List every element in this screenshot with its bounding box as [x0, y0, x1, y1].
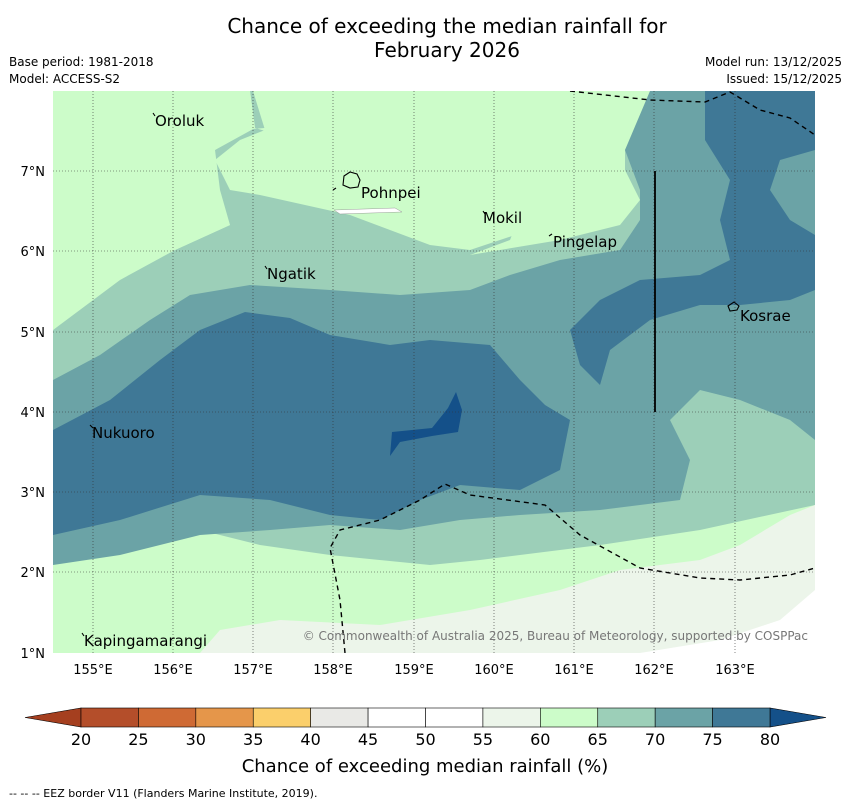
lat-tick-5n: 5°N	[21, 326, 46, 341]
colorbar-segment	[310, 707, 369, 728]
cb-tick-40: 40	[300, 730, 320, 749]
colorbar-segment	[367, 707, 426, 728]
place-ngatik: Ngatik	[267, 265, 316, 283]
lon-tick-159e: 159°E	[394, 663, 434, 678]
colorbar-segment	[540, 707, 599, 728]
colorbar-label: Chance of exceeding median rainfall (%)	[242, 756, 609, 777]
place-oroluk: Oroluk	[155, 112, 204, 130]
cb-tick-25: 25	[128, 730, 148, 749]
lon-tick-160e: 160°E	[474, 663, 514, 678]
latitude-axis: 7°N 6°N 5°N 4°N 3°N 2°N 1°N	[21, 165, 46, 662]
cb-tick-75: 75	[702, 730, 722, 749]
colorbar-segment	[252, 707, 311, 728]
eez-borders	[329, 91, 815, 653]
band-60-65-north	[215, 91, 640, 250]
kosrae-island	[727, 301, 740, 312]
lon-tick-162e: 162°E	[634, 663, 674, 678]
colorbar-low-extension	[24, 707, 82, 728]
model-name: Model: ACCESS-S2	[9, 72, 121, 86]
colorbar-segment	[425, 707, 484, 728]
band-50-55	[640, 590, 815, 653]
band-75-80	[53, 312, 570, 535]
cb-tick-55: 55	[473, 730, 493, 749]
base-period: Base period: 1981-2018	[9, 55, 154, 69]
cb-tick-35: 35	[243, 730, 263, 749]
cb-tick-30: 30	[186, 730, 206, 749]
map-title: Chance of exceeding the median rainfall …	[0, 14, 850, 62]
place-labels: Oroluk Pohnpei Mokil Pingelap Ngatik Kos…	[84, 112, 791, 650]
lon-tick-158e: 158°E	[313, 663, 353, 678]
place-mokil: Mokil	[483, 209, 522, 227]
islet-kapingamarangi	[81, 632, 85, 637]
cb-tick-65: 65	[588, 730, 608, 749]
meta-left: Base period: 1981-2018 Model: ACCESS-S2	[9, 54, 154, 88]
lon-tick-155e: 155°E	[73, 663, 113, 678]
lat-tick-6n: 6°N	[21, 245, 46, 260]
islet-oroluk	[152, 112, 156, 117]
colorbar-high-extension	[769, 707, 827, 728]
islet-ngatik	[264, 265, 268, 270]
colorbar-segment	[712, 707, 771, 728]
lat-tick-4n: 4°N	[21, 406, 46, 421]
colorbar: 20 25 30 35 40 45 50 55 60 65 70 75 80 C…	[24, 707, 827, 777]
cb-tick-45: 45	[358, 730, 378, 749]
pohnpei-island	[342, 171, 361, 189]
islet-pingelap	[548, 233, 553, 237]
band-60-65-west	[53, 91, 255, 330]
place-kapingamarangi: Kapingamarangi	[84, 632, 207, 650]
contour-artifact	[333, 207, 403, 215]
colorbar-ticks: 20 25 30 35 40 45 50 55 60 65 70 75 80	[71, 730, 780, 749]
islands	[81, 112, 740, 637]
lon-tick-157e: 157°E	[233, 663, 273, 678]
cb-tick-60: 60	[530, 730, 550, 749]
gridlines	[53, 91, 815, 653]
probability-contours	[53, 91, 815, 653]
title-line-1: Chance of exceeding the median rainfall …	[227, 14, 667, 38]
band-75-80-east	[570, 91, 815, 385]
islet-nukuoro	[89, 424, 94, 429]
lon-tick-161e: 161°E	[554, 663, 594, 678]
colorbar-segment	[654, 707, 713, 728]
colorbar-segment	[482, 707, 541, 728]
colorbar-segment	[597, 707, 656, 728]
footer-note: -- -- -- EEZ border V11 (Flanders Marine…	[9, 787, 317, 800]
islet-1	[332, 187, 337, 191]
longitude-axis: 155°E 156°E 157°E 158°E 159°E 160°E 161°…	[73, 663, 755, 678]
cb-tick-50: 50	[415, 730, 435, 749]
place-nukuoro: Nukuoro	[92, 424, 155, 442]
cb-tick-70: 70	[645, 730, 665, 749]
model-run: Model run: 13/12/2025	[704, 55, 842, 69]
islet-mokil	[482, 210, 486, 215]
place-pohnpei: Pohnpei	[361, 184, 421, 202]
meta-right: Model run: 13/12/2025 Issued: 15/12/2025	[705, 54, 842, 88]
cb-tick-80: 80	[760, 730, 780, 749]
place-kosrae: Kosrae	[740, 307, 791, 325]
band-55-60	[200, 505, 815, 653]
lat-tick-2n: 2°N	[21, 566, 46, 581]
lat-tick-3n: 3°N	[21, 486, 46, 501]
lon-tick-163e: 163°E	[715, 663, 755, 678]
lat-tick-1n: 1°N	[21, 647, 46, 662]
band-80-plus	[390, 392, 462, 456]
issued-date: Issued: 15/12/2025	[726, 72, 842, 86]
colorbar-segments	[80, 707, 771, 728]
colorbar-segment	[80, 707, 139, 728]
lat-tick-7n: 7°N	[21, 165, 46, 180]
cb-tick-20: 20	[71, 730, 91, 749]
colorbar-segment	[195, 707, 254, 728]
title-line-2: February 2026	[374, 38, 520, 62]
copyright-notice: © Commonwealth of Australia 2025, Bureau…	[303, 629, 808, 643]
lon-tick-156e: 156°E	[153, 663, 193, 678]
place-pingelap: Pingelap	[553, 233, 617, 251]
colorbar-segment	[138, 707, 197, 728]
